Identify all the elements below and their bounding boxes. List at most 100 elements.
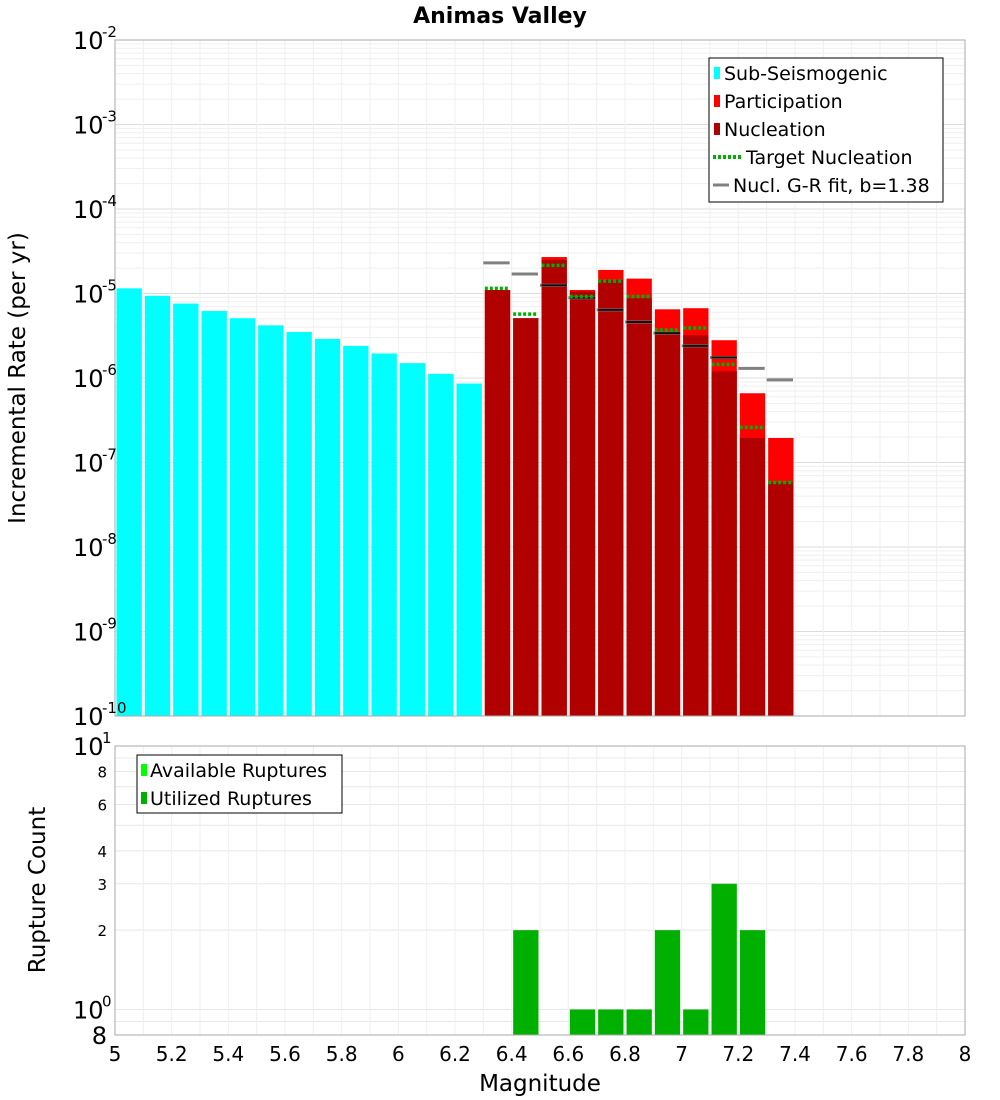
y-tick-label: 4: [97, 843, 107, 861]
y-tick-exponent: -7: [102, 446, 117, 464]
bar-sub-seismogenic: [343, 345, 369, 716]
x-tick-label: 7.6: [836, 1042, 868, 1066]
bar-nucleation: [626, 298, 652, 716]
legend-swatch-sub-seismogenic: [714, 67, 720, 79]
y-tick-label: 10: [73, 733, 104, 761]
y-tick-label: 6: [97, 796, 107, 814]
x-ticks: 5 5.2 5.4 5.6 5.8 6 6.2 6.4 6.6 6.8 7 7.2 7.4 7.6 7.8 8: [109, 1042, 972, 1066]
x-tick-label: 7.4: [779, 1042, 811, 1066]
y-tick-label: 10: [73, 27, 104, 55]
bar-nucleation: [711, 371, 737, 716]
bar-sub-seismogenic: [201, 311, 227, 716]
x-tick-label: 5.8: [326, 1042, 358, 1066]
bar-sub-seismogenic: [456, 383, 482, 716]
bar-sub-seismogenic: [258, 325, 284, 716]
bar-nucleation: [569, 291, 596, 716]
legend-label-gr-fit: Nucl. G-R fit, b=1.38: [733, 175, 930, 197]
x-tick-label: 7.8: [892, 1042, 924, 1066]
y-tick-label: 10: [73, 450, 104, 478]
bar-sub-seismogenic: [286, 332, 312, 716]
top-y-axis-label: Incremental Rate (per yr): [5, 232, 31, 524]
y-tick-exponent: -4: [102, 192, 117, 210]
bottom-legend: Available Ruptures Utilized Ruptures: [136, 754, 343, 814]
bar-utilized-ruptures: [683, 1009, 709, 1035]
top-plot-frame: [114, 39, 966, 717]
y-tick-exponent: -10: [102, 699, 127, 717]
legend-label-nucleation: Nucleation: [724, 119, 826, 141]
bar-nucleation: [768, 482, 794, 716]
bar-nucleation: [683, 335, 709, 716]
bar-sub-seismogenic: [229, 318, 256, 716]
top-bars: [116, 257, 794, 716]
x-tick-label: 7.2: [722, 1042, 754, 1066]
bar-sub-seismogenic: [314, 338, 341, 716]
bar-sub-seismogenic: [399, 363, 426, 716]
legend-label-sub-seismogenic: Sub-Seismogenic: [724, 63, 888, 85]
y-tick-exponent: -5: [102, 277, 117, 295]
y-tick-exponent: -9: [102, 615, 117, 633]
x-tick-label: 5.4: [212, 1042, 244, 1066]
y-tick-label: 10: [73, 365, 104, 393]
legend-label-participation: Participation: [724, 91, 843, 113]
bottom-bars: [513, 883, 766, 1035]
x-tick-label: 6.8: [609, 1042, 641, 1066]
bar-utilized-ruptures: [513, 930, 539, 1035]
bar-sub-seismogenic: [173, 303, 199, 716]
bar-utilized-ruptures: [654, 930, 681, 1035]
bottom-plot-frame: [114, 745, 966, 1036]
x-tick-label: 7: [675, 1042, 688, 1066]
bar-nucleation: [484, 290, 511, 716]
x-tick-label: 8: [959, 1042, 972, 1066]
y-tick-label: 3: [97, 876, 107, 894]
bar-nucleation: [739, 437, 766, 716]
x-axis-label: Magnitude: [479, 1071, 601, 1097]
y-tick-exponent: -3: [102, 108, 117, 126]
bar-sub-seismogenic: [428, 373, 454, 716]
legend-swatch-participation: [714, 95, 720, 107]
legend-swatch-utilized-ruptures: [141, 792, 147, 804]
top-lines: [483, 261, 793, 485]
legend-swatch-nucleation: [714, 123, 720, 135]
bar-nucleation: [598, 279, 624, 716]
bottom-legend-box: [136, 754, 343, 814]
bar-sub-seismogenic: [116, 288, 142, 716]
bar-utilized-ruptures: [739, 930, 766, 1035]
y-tick-label: 10: [73, 996, 104, 1024]
y-tick-label: 8: [97, 764, 107, 782]
y-tick-exponent: -8: [102, 530, 117, 548]
x-tick-label: 6: [392, 1042, 405, 1066]
y-tick-label: 2: [97, 922, 107, 940]
y-tick-exponent: -2: [102, 23, 117, 41]
bar-nucleation: [541, 259, 567, 716]
x-tick-label: 5: [109, 1042, 122, 1066]
y-tick-label: 10: [73, 196, 104, 224]
bar-utilized-ruptures: [598, 1009, 624, 1035]
y-tick-label: 10: [73, 112, 104, 140]
y-tick-label: 10: [73, 281, 104, 309]
legend-label-target-nucleation: Target Nucleation: [745, 147, 913, 169]
bar-nucleation: [513, 318, 539, 716]
bar-utilized-ruptures: [711, 883, 737, 1035]
y-tick-label: 8: [92, 1022, 107, 1050]
bar-utilized-ruptures: [626, 1009, 652, 1035]
legend-label-available-ruptures: Available Ruptures: [150, 760, 327, 782]
y-tick-label: 10: [73, 703, 104, 731]
y-tick-exponent: -6: [102, 361, 117, 379]
legend-label-utilized-ruptures: Utilized Ruptures: [150, 788, 312, 810]
x-tick-label: 5.2: [156, 1042, 188, 1066]
bar-nucleation: [654, 332, 681, 716]
bar-sub-seismogenic: [371, 353, 397, 716]
chart-title: Animas Valley: [413, 4, 587, 29]
legend-swatch-available-ruptures: [141, 764, 147, 776]
top-legend: Sub-Seismogenic Participation Nucleation…: [708, 57, 944, 203]
y-tick-label: 10: [73, 619, 104, 647]
x-tick-label: 6.2: [439, 1042, 471, 1066]
top-legend-box: [708, 57, 944, 203]
y-tick-label: 10: [73, 534, 104, 562]
bar-sub-seismogenic: [144, 295, 171, 716]
